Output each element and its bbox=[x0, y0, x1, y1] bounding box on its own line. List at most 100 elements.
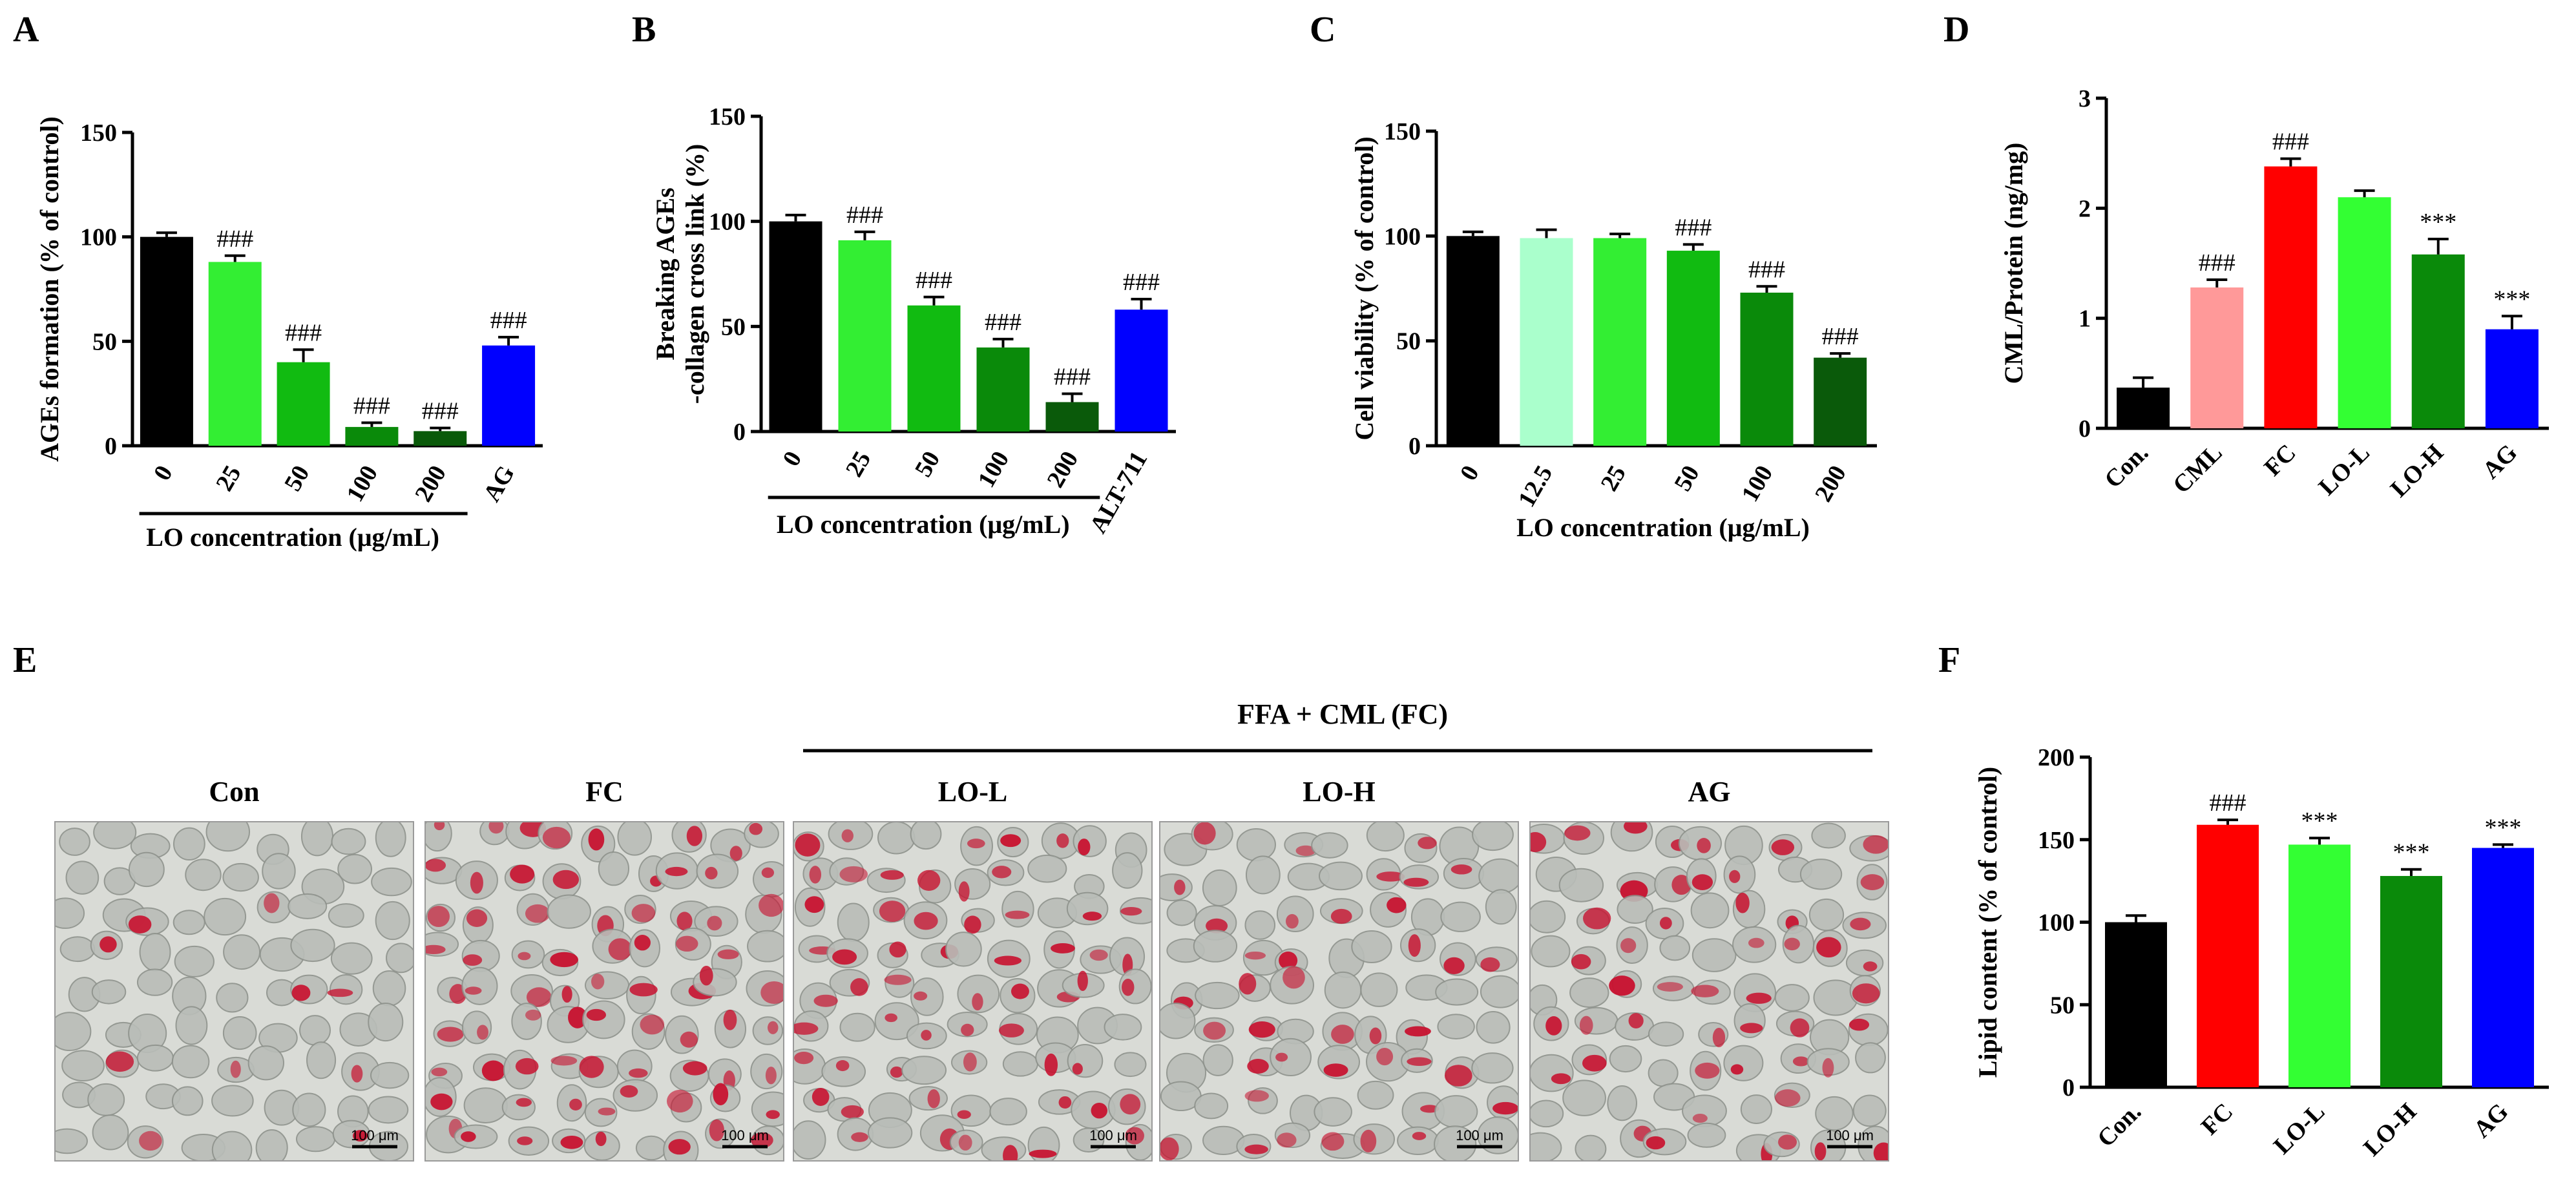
bar-lo-l bbox=[2338, 197, 2391, 428]
y-tick-label: 100 bbox=[2038, 910, 2075, 937]
x-tick-label: 100 bbox=[1736, 461, 1778, 506]
significance-label: *** bbox=[2493, 286, 2530, 313]
bar-lo-h bbox=[2380, 875, 2442, 1087]
x-tick-label: LO-H bbox=[2385, 439, 2449, 503]
x-tick-label: 50 bbox=[279, 461, 315, 496]
significance-label: ### bbox=[985, 309, 1021, 336]
bar-25 bbox=[208, 262, 262, 446]
y-tick-label: 150 bbox=[2038, 827, 2075, 854]
x-tick-label: 100 bbox=[341, 461, 383, 506]
chart-f-lipid-content: 0 50 100 150 200 Con. ### FC *** LO-L *** LO-H *** AG… bbox=[1973, 744, 2549, 1162]
significance-label: ### bbox=[1822, 323, 1859, 350]
significance-label: ### bbox=[1054, 363, 1091, 390]
chart-b-collagen-cross-link: 0 50 100 150 0 ### 25 ### 50 ### 100 ### 200 ### ALT-7… bbox=[651, 103, 1176, 539]
group-label-ffa-cml: FFA + CML (FC) bbox=[1237, 698, 1448, 730]
bar-12-5 bbox=[1520, 238, 1573, 446]
x-tick-label: Con. bbox=[2092, 1098, 2146, 1152]
scale-bar-label: 100 μm bbox=[721, 1127, 769, 1143]
significance-label: ### bbox=[1748, 256, 1785, 283]
micrograph-fc bbox=[425, 822, 784, 1161]
x-tick-label: CML bbox=[2168, 439, 2227, 499]
y-tick-label: 50 bbox=[1396, 328, 1421, 355]
bar-0 bbox=[769, 221, 822, 432]
bar-100 bbox=[1740, 292, 1794, 446]
bar-ag bbox=[482, 345, 536, 446]
chart-a-ages-formation: 0 50 100 150 0 ### 25 ### 50 ### 100 ### 200 ### AG LO … bbox=[35, 116, 543, 552]
panel-letter-c: C bbox=[1310, 10, 1335, 50]
significance-label: ### bbox=[216, 225, 253, 253]
significance-label: ### bbox=[2199, 249, 2236, 276]
y-tick-label: 50 bbox=[2050, 992, 2075, 1019]
significance-label: ### bbox=[846, 202, 883, 229]
bar-50 bbox=[1666, 251, 1720, 446]
y-tick-label: 150 bbox=[709, 103, 746, 130]
bar-0 bbox=[140, 236, 193, 446]
x-tick-label: 200 bbox=[1810, 461, 1852, 506]
significance-label: ### bbox=[422, 398, 459, 425]
chart-d-cml-protein: 0 1 2 3 Con. ### CML ### FC LO-L *** LO-H *** AG CML/P… bbox=[1999, 85, 2549, 503]
x-tick-label: 0 bbox=[777, 447, 807, 471]
y-tick-label: 100 bbox=[709, 209, 746, 236]
x-tick-label: LO-L bbox=[2314, 439, 2375, 501]
x-tick-label: 12.5 bbox=[1513, 461, 1558, 512]
bar-fc bbox=[2197, 824, 2259, 1087]
y-tick-label: 0 bbox=[2079, 415, 2091, 443]
x-tick-label: 25 bbox=[841, 447, 876, 482]
x-tick-label: 50 bbox=[910, 447, 945, 482]
micrograph-lo-h bbox=[1160, 822, 1518, 1161]
significance-label: ### bbox=[285, 319, 322, 346]
bar-200 bbox=[414, 431, 467, 446]
scale-bar-label: 100 μm bbox=[351, 1127, 399, 1143]
y-axis-label: Lipid content (% of control) bbox=[1973, 767, 2002, 1078]
y-tick-label: 50 bbox=[721, 313, 746, 340]
bar-lo-l bbox=[2288, 844, 2351, 1087]
bar-200 bbox=[1045, 402, 1099, 432]
x-tick-label: 200 bbox=[1042, 447, 1084, 492]
bar-50 bbox=[277, 362, 330, 446]
micrograph-con bbox=[55, 822, 414, 1161]
x-tick-label: LO-L bbox=[2268, 1098, 2330, 1160]
significance-label: ### bbox=[916, 267, 952, 294]
x-tick-label: AG bbox=[478, 461, 520, 506]
bar-100 bbox=[345, 426, 399, 446]
x-tick-label: FC bbox=[2259, 439, 2301, 482]
micrograph-ag bbox=[1530, 822, 1889, 1161]
y-tick-label: 200 bbox=[2038, 744, 2075, 771]
y-axis-label: Breaking AGEs-collagen cross link (%) bbox=[651, 144, 709, 404]
scale-bar-label: 100 μm bbox=[1456, 1127, 1503, 1143]
y-tick-label: 150 bbox=[1384, 118, 1421, 145]
x-tick-label: 50 bbox=[1669, 461, 1704, 496]
y-tick-label: 2 bbox=[2079, 195, 2091, 222]
micrograph-label-fc: FC bbox=[585, 776, 623, 808]
y-tick-label: 100 bbox=[1384, 223, 1421, 250]
panel-letter-f: F bbox=[1938, 640, 1960, 680]
x-tick-label: LO-H bbox=[2358, 1098, 2422, 1162]
y-tick-label: 0 bbox=[105, 433, 117, 460]
y-tick-label: 100 bbox=[80, 224, 117, 251]
panel-letter-e: E bbox=[13, 640, 37, 680]
y-tick-label: 0 bbox=[1408, 433, 1421, 460]
bar-con- bbox=[2105, 922, 2167, 1087]
x-axis-label: LO concentration (μg/mL) bbox=[146, 523, 439, 552]
significance-label: ### bbox=[2272, 129, 2309, 156]
bar-cml bbox=[2190, 287, 2244, 428]
micrograph-label-ag: AG bbox=[1688, 776, 1731, 808]
x-tick-label: ALT-711 bbox=[1085, 447, 1153, 538]
significance-label: ### bbox=[1123, 269, 1160, 296]
bar-alt-711 bbox=[1115, 309, 1168, 432]
bar-fc bbox=[2264, 166, 2318, 428]
bar-200 bbox=[1814, 357, 1867, 446]
significance-label: *** bbox=[2301, 808, 2338, 835]
bar-50 bbox=[907, 305, 961, 432]
bar-100 bbox=[976, 347, 1030, 432]
bar-25 bbox=[1593, 238, 1647, 446]
scale-bar-label: 100 μm bbox=[1089, 1127, 1137, 1143]
scale-bar-label: 100 μm bbox=[1826, 1127, 1874, 1143]
y-axis-label: Cell viability (% of control) bbox=[1350, 136, 1379, 440]
micrograph-label-lo-l: LO-L bbox=[938, 776, 1008, 808]
micrograph-label-con: Con bbox=[209, 776, 259, 808]
y-tick-label: 0 bbox=[2062, 1074, 2075, 1101]
y-tick-label: 50 bbox=[92, 328, 117, 355]
x-tick-label: 0 bbox=[1455, 461, 1485, 485]
